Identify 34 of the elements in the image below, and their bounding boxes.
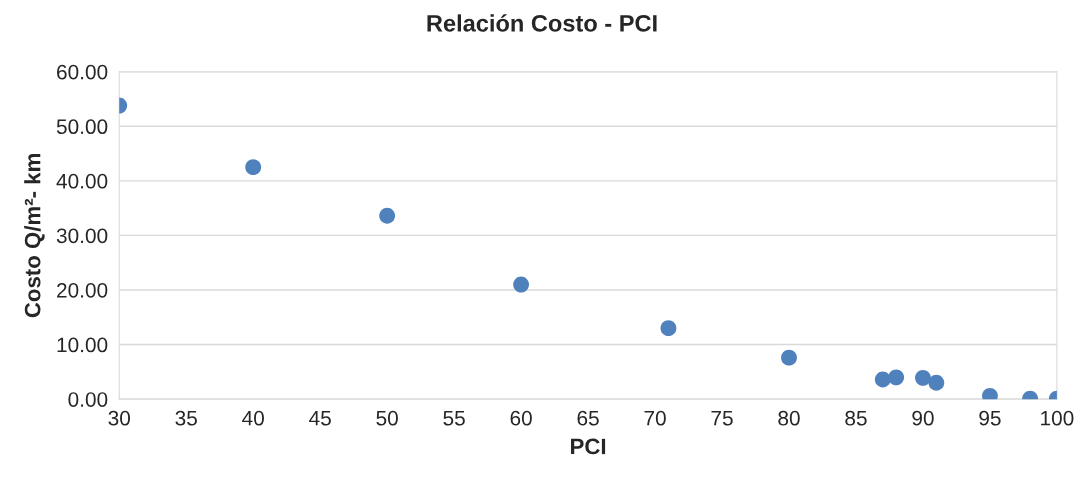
y-tick-label: 10.00	[57, 337, 108, 353]
point	[660, 320, 677, 337]
x-tick-label: 65	[577, 410, 599, 426]
x-tick-label: 45	[309, 411, 331, 426]
y-axis-title: Costo Q/m²- km	[24, 154, 45, 318]
point	[874, 371, 891, 388]
x-tick-label: 30	[108, 410, 131, 426]
y-tick-label: 30.00	[56, 228, 108, 244]
y-tick-label: 0.00	[68, 392, 108, 407]
x-tick-label: 75	[711, 411, 733, 426]
x-tick-label: 60	[510, 410, 532, 426]
y-tick-label: 50.00	[56, 119, 108, 135]
point	[513, 276, 530, 293]
x-tick-label: 35	[175, 410, 197, 426]
x-tick-label: 50	[376, 410, 398, 426]
point	[245, 159, 262, 176]
x-tick-label: 40	[242, 410, 264, 426]
point	[379, 207, 396, 224]
y-tick-label: 60.00	[57, 64, 108, 80]
x-tick-label: 95	[979, 410, 1001, 426]
x-tick-label: 80	[778, 410, 800, 426]
point	[915, 369, 931, 386]
x-tick-label: 55	[443, 411, 465, 426]
point	[781, 349, 797, 366]
x-tick-label: 90	[912, 410, 934, 426]
x-tick-label: 85	[845, 410, 867, 426]
x-tick-label: 100	[1041, 410, 1074, 426]
y-tick-label: 20.00	[57, 282, 108, 298]
chart-title: Relación Costo - PCI	[427, 14, 657, 32]
x-tick-label: 70	[644, 410, 666, 426]
x-axis-title: PCI	[571, 438, 606, 455]
point	[888, 369, 905, 386]
point	[928, 374, 945, 391]
y-tick-label: 40.00	[56, 173, 108, 189]
